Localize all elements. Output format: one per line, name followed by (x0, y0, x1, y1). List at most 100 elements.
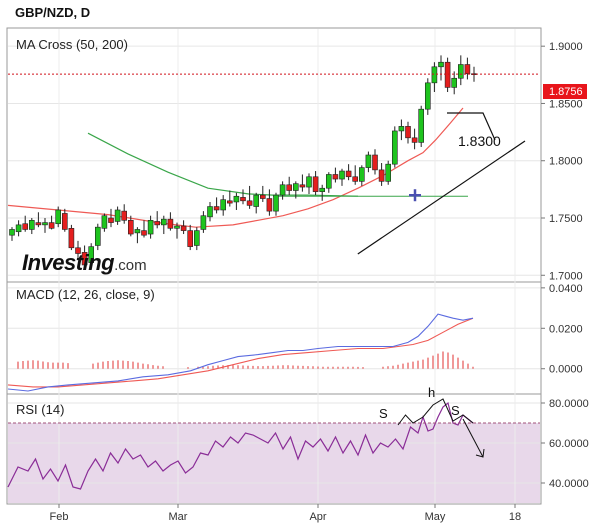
candle-body (42, 222, 48, 226)
line-layer (7, 107, 474, 490)
candle-body (88, 246, 94, 263)
candle-body (378, 169, 385, 182)
rsi-label-left-shoulder: S (379, 406, 388, 421)
candle (292, 181, 299, 199)
macd-line (7, 313, 474, 392)
candle-body (339, 170, 345, 180)
last-price-marker (543, 84, 587, 99)
candle (134, 227, 141, 244)
candle-body (299, 184, 306, 188)
candle (194, 227, 200, 251)
candle (42, 218, 48, 233)
candle-body (418, 108, 425, 143)
candle (306, 173, 312, 194)
candle (220, 195, 226, 216)
candle (259, 185, 266, 202)
candle (68, 224, 75, 251)
rsi-arrow-head (475, 448, 485, 458)
candle-body (61, 213, 68, 230)
candle (227, 190, 233, 207)
candle-body (154, 221, 160, 226)
candle-body (128, 219, 134, 235)
candle (312, 171, 319, 196)
candle-body (15, 224, 22, 233)
candle-body (161, 218, 167, 226)
candle (411, 128, 418, 150)
candle-body (391, 130, 398, 165)
watermark: Investing.com (22, 250, 147, 275)
candle (101, 213, 108, 232)
candle-body (385, 163, 392, 182)
candle-body (431, 66, 438, 84)
candle (319, 184, 326, 201)
candle (299, 174, 306, 192)
candle (385, 160, 392, 185)
macd-y-tick-label: 0.0200 (549, 323, 583, 335)
candle-body (227, 200, 233, 204)
candle (345, 164, 352, 181)
candle-body (187, 230, 193, 247)
price-y-tick-label: 1.7000 (549, 270, 583, 282)
candle-body (28, 219, 35, 230)
candle-body (75, 247, 81, 254)
candle (48, 215, 55, 230)
candle-body (365, 154, 372, 168)
candles (9, 55, 477, 269)
last-price-label: 1.8756 (549, 86, 583, 98)
candle (253, 192, 259, 214)
candle-body (457, 64, 464, 79)
x-tick-label: 18 (509, 511, 521, 523)
price-y-tick-label: 1.8000 (549, 156, 583, 168)
candle (114, 206, 121, 225)
candle-body (121, 210, 127, 221)
candle (431, 62, 438, 92)
candle (55, 206, 62, 228)
candle-body (213, 206, 220, 211)
macd-panel-frame (6, 281, 542, 395)
watermark-suffix: .com (114, 257, 147, 274)
candle-body (141, 230, 147, 236)
candle-body (95, 226, 101, 246)
candle (154, 211, 160, 229)
candle (233, 192, 240, 210)
candle (405, 121, 411, 144)
price-panel-title: MA Cross (50, 200) (16, 37, 128, 52)
candle (378, 163, 385, 186)
candle-body (438, 61, 444, 68)
candle-body (167, 218, 174, 229)
candle-body (424, 82, 431, 110)
candle (207, 201, 213, 222)
candle (325, 172, 332, 193)
candle (61, 208, 68, 232)
candle-body (9, 229, 15, 236)
candle-body (444, 61, 451, 88)
price-annotation: 1.8300 (458, 133, 501, 149)
x-tick-label: May (425, 511, 446, 523)
candle (464, 57, 471, 80)
candle (167, 212, 174, 231)
watermark-brand: Investing (22, 250, 115, 275)
candle (332, 167, 339, 183)
candle-body (101, 215, 108, 229)
rsi-label-head: h (428, 385, 435, 400)
macd-y-tick-label: 0.0400 (549, 283, 583, 295)
candle (398, 119, 405, 141)
candle (15, 220, 22, 237)
candle-body (411, 137, 418, 143)
candle-body (240, 197, 246, 202)
candle (391, 126, 398, 168)
candle (358, 165, 365, 186)
candle (444, 57, 451, 92)
candle-body (68, 228, 75, 249)
candle (372, 149, 378, 175)
candle (121, 204, 127, 224)
candle-body (332, 174, 339, 180)
candle (75, 240, 81, 259)
x-tick-label: Mar (169, 511, 188, 523)
price-callout-line (447, 112, 496, 141)
symbol-title: GBP/NZD, D (15, 5, 90, 20)
candle (279, 181, 286, 200)
candle-body (259, 194, 266, 199)
candle (451, 71, 458, 95)
